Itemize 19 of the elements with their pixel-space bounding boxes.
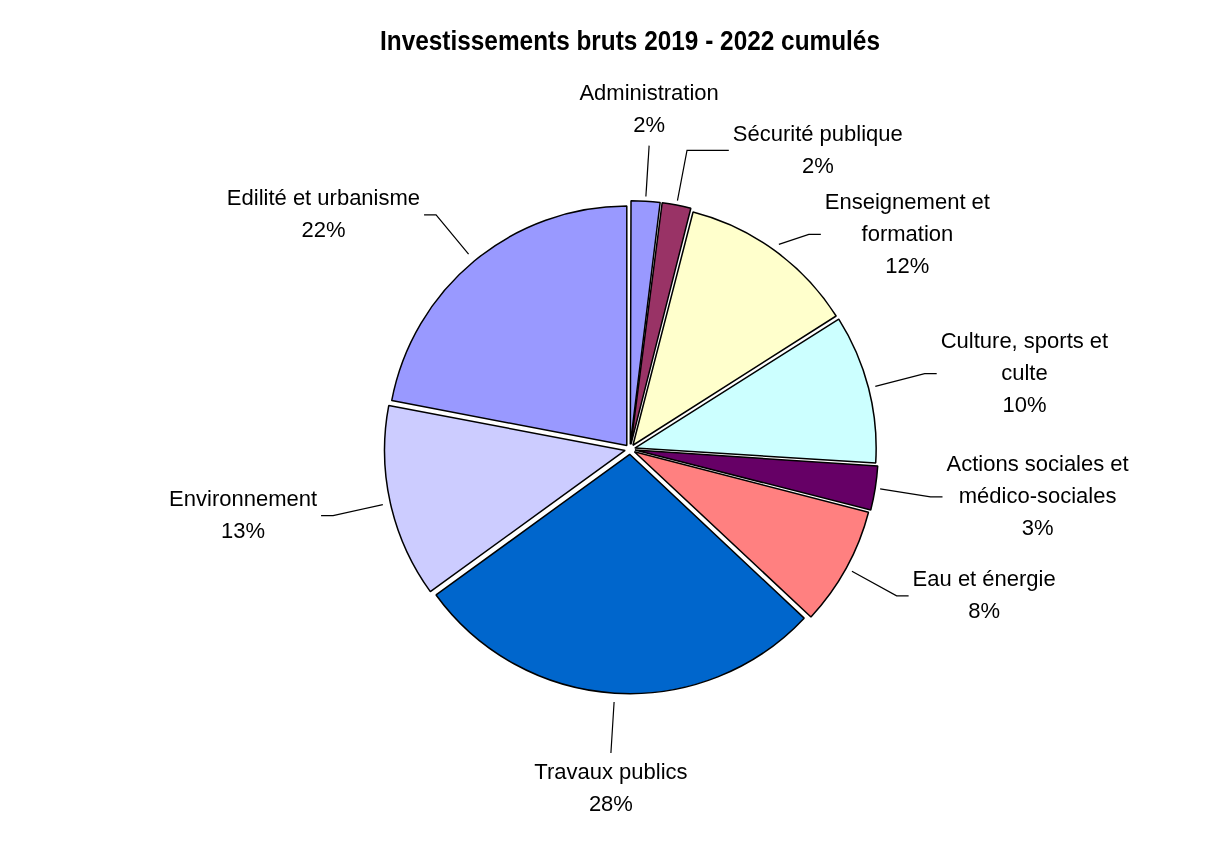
slice-label: Travaux publics [534,759,688,785]
slice-label: Sécurité publique [732,120,903,146]
data-label: 3% [1021,514,1054,540]
slice-label: Actions sociales et médico-sociales [946,450,1129,508]
data-label: 2% [633,111,665,137]
data-label: 22% [301,216,346,242]
slice-label: Enseignement et formation [824,188,990,246]
data-label: 28% [588,791,633,817]
slice-label: Culture, sports et culte [940,327,1109,385]
slice-label: Environnement [169,485,318,511]
chart-title: Investissements bruts 2019 - 2022 cumulés [380,23,880,56]
data-label: 13% [221,517,266,543]
data-label: 8% [968,597,1001,623]
slice-label: Administration [579,79,719,105]
data-label: 12% [885,252,930,278]
data-label: 10% [1002,391,1047,417]
slice-label: Eau et énergie [912,565,1056,591]
data-label: 2% [801,152,834,178]
slice-label: Edilité et urbanisme [226,184,421,210]
